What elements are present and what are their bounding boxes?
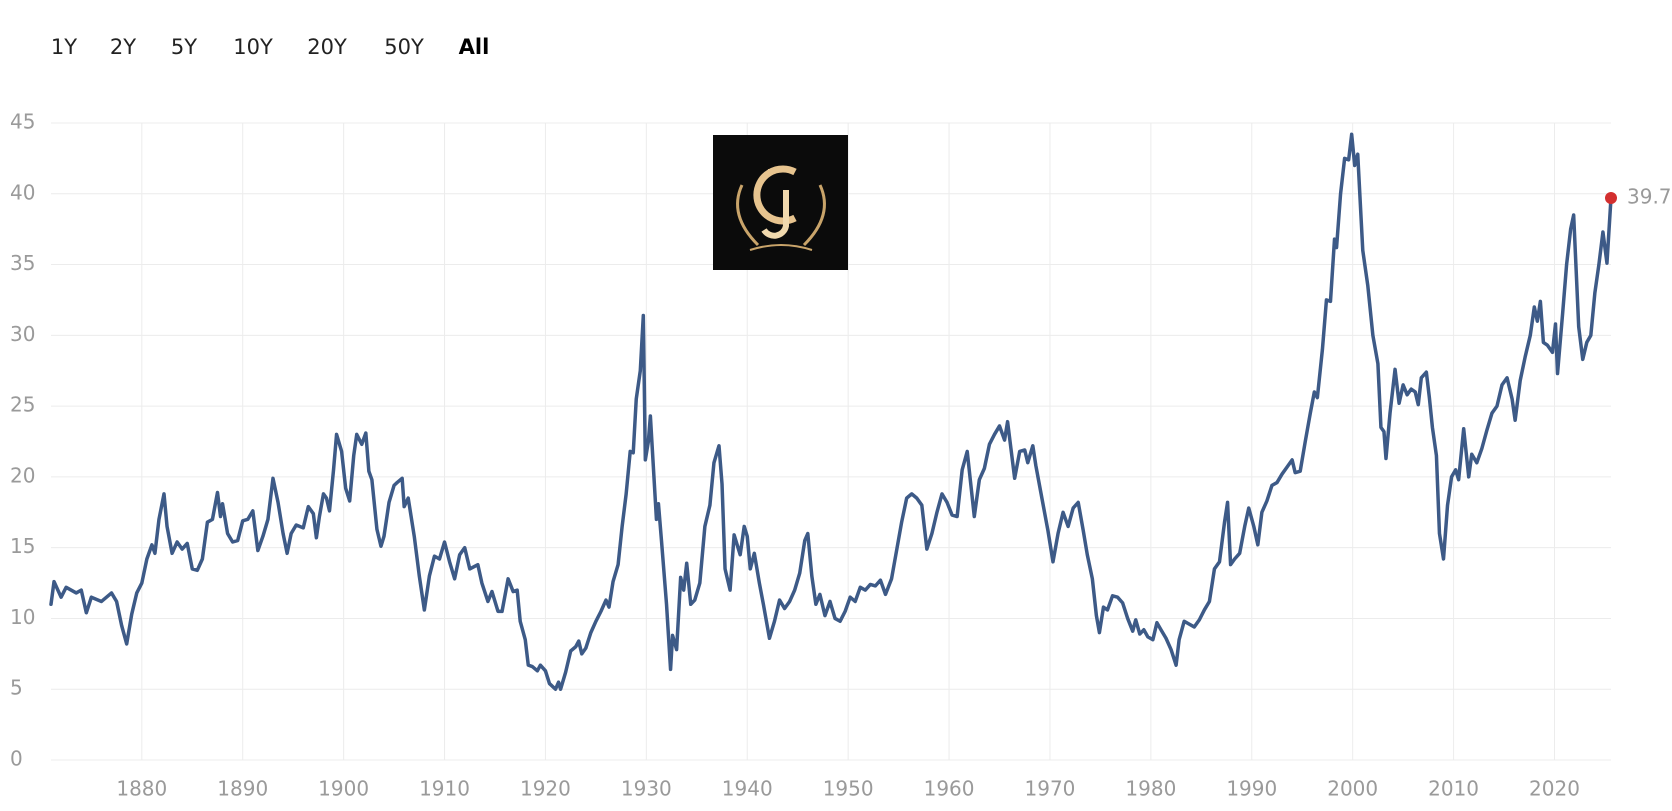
x-tick-label: 1970 xyxy=(1025,777,1076,801)
y-tick-label: 10 xyxy=(10,605,35,629)
x-tick-label: 1920 xyxy=(520,777,571,801)
grid xyxy=(51,122,1611,761)
data-line xyxy=(49,132,1613,691)
x-tick-label: 1960 xyxy=(924,777,975,801)
logo-background xyxy=(713,135,848,270)
x-tick-label: 2020 xyxy=(1529,777,1580,801)
y-tick-label: 25 xyxy=(10,393,35,417)
range-button[interactable]: All xyxy=(459,35,490,59)
logo-wreath-right xyxy=(802,184,826,247)
x-tick-label: 1910 xyxy=(419,777,470,801)
x-tick-label: 1900 xyxy=(318,777,369,801)
end-marker xyxy=(1605,192,1617,205)
range-button[interactable]: 5Y xyxy=(171,35,197,59)
x-tick-label: 1930 xyxy=(621,777,672,801)
x-tick-label: 1940 xyxy=(722,777,773,801)
x-tick-label: 2000 xyxy=(1327,777,1378,801)
y-tick-label: 30 xyxy=(10,322,35,346)
logo-letter-j xyxy=(761,190,789,239)
y-tick-label: 15 xyxy=(10,534,35,558)
y-tick-label: 20 xyxy=(10,463,35,487)
range-button[interactable]: 50Y xyxy=(384,35,424,59)
x-tick-label: 1990 xyxy=(1226,777,1277,801)
y-tick-label: 0 xyxy=(10,747,23,771)
range-button[interactable]: 20Y xyxy=(307,35,347,59)
range-button[interactable]: 1Y xyxy=(51,35,77,59)
y-tick-label: 35 xyxy=(10,251,35,275)
y-tick-label: 45 xyxy=(10,110,35,134)
range-button[interactable]: 2Y xyxy=(110,35,136,59)
x-tick-label: 1950 xyxy=(823,777,874,801)
x-tick-label: 1890 xyxy=(217,777,268,801)
range-button[interactable]: 10Y xyxy=(233,35,273,59)
x-tick-label: 2010 xyxy=(1428,777,1479,801)
x-tick-label: 1880 xyxy=(116,777,167,801)
x-tick-label: 1980 xyxy=(1125,777,1176,801)
y-tick-label: 40 xyxy=(10,180,35,204)
logo-ribbon xyxy=(749,244,813,251)
logo-wreath-left xyxy=(736,184,760,247)
end-value-label: 39.7 xyxy=(1627,185,1672,209)
logo xyxy=(713,135,848,270)
y-tick-label: 5 xyxy=(10,676,23,700)
